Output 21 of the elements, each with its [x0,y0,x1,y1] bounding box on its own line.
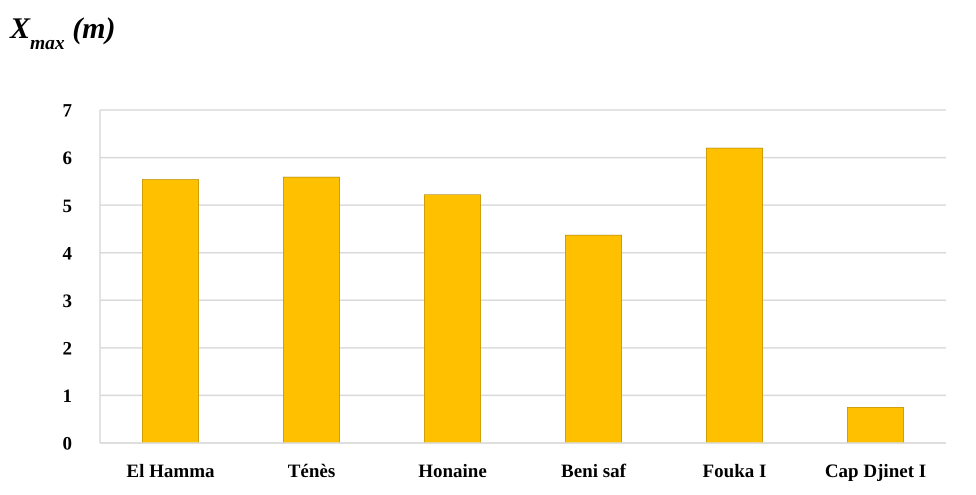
y-tick-label: 3 [62,290,72,312]
bar [847,407,904,444]
x-tick-label: Ténès [288,461,336,482]
x-tick-label: Fouka I [702,461,766,482]
y-axis-title: X$_{max}$ (m) [9,12,116,54]
x-tick-label: Cap Djinet I [824,461,926,482]
bar [424,194,481,444]
x-tick-label: Beni saf [561,461,627,482]
bar [706,148,763,444]
x-tick-label: El Hamma [126,461,216,482]
bar [142,179,199,444]
y-tick-label: 1 [62,386,72,408]
y-tick-label: 4 [62,243,72,264]
bar [283,176,340,444]
y-tick-label: 0 [62,434,72,455]
bar [565,234,622,444]
y-tick-label: 7 [62,100,72,122]
y-tick-label: 6 [62,148,72,170]
y-tick-label: 5 [62,196,72,217]
y-tick-label: 2 [62,338,72,360]
x-tick-label: Honaine [418,461,487,482]
